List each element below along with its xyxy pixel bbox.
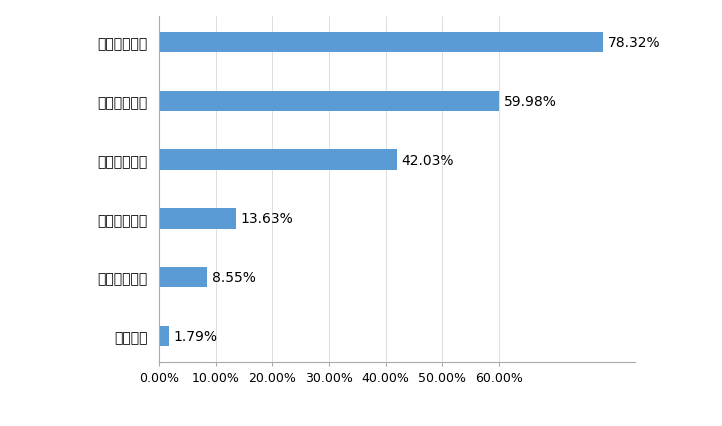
Text: 42.03%: 42.03% bbox=[402, 153, 454, 167]
Bar bbox=[159, 33, 603, 53]
Text: 59.98%: 59.98% bbox=[504, 95, 557, 109]
Text: 1.79%: 1.79% bbox=[173, 329, 217, 343]
Bar bbox=[159, 209, 236, 229]
Text: 13.63%: 13.63% bbox=[240, 212, 293, 226]
Bar bbox=[159, 91, 499, 112]
Bar bbox=[159, 267, 207, 288]
Bar bbox=[159, 150, 397, 170]
Bar bbox=[159, 326, 169, 346]
Text: 8.55%: 8.55% bbox=[212, 271, 256, 285]
Text: 78.32%: 78.32% bbox=[608, 36, 661, 50]
